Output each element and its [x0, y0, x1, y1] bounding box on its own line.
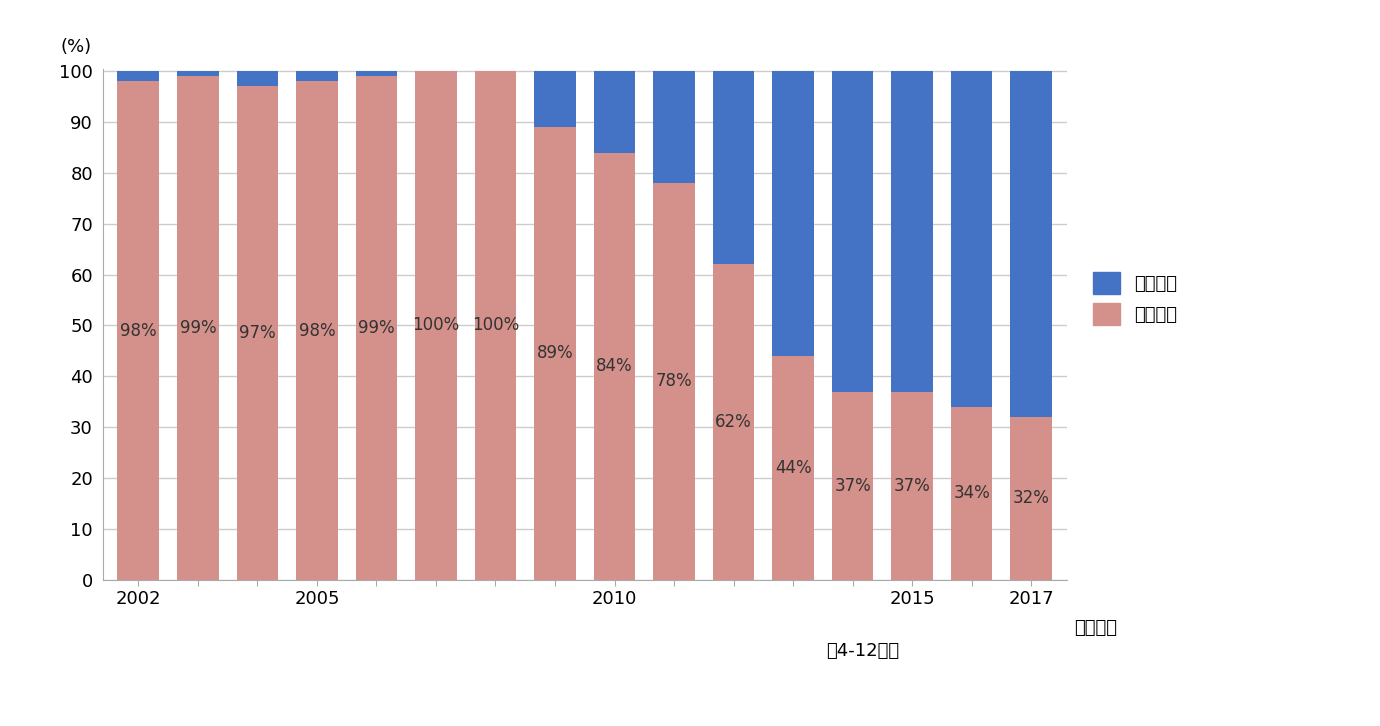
Text: 98%: 98% [298, 322, 335, 340]
Bar [832, 71, 874, 391]
Text: 32%: 32% [1013, 489, 1050, 507]
Text: 37%: 37% [894, 476, 930, 494]
Text: 44%: 44% [774, 459, 811, 477]
Bar [534, 71, 575, 127]
Bar [236, 86, 279, 579]
Bar [236, 71, 279, 86]
Bar [712, 264, 755, 579]
Bar [653, 71, 696, 183]
Text: （年度）: （年度） [1074, 619, 1116, 637]
Bar [593, 152, 635, 579]
Bar [415, 71, 457, 579]
Text: 99%: 99% [359, 319, 395, 337]
Bar [891, 71, 933, 391]
Bar [117, 71, 159, 81]
Bar [475, 71, 516, 579]
Bar [297, 81, 338, 579]
Bar [773, 356, 814, 579]
Text: 100%: 100% [413, 317, 460, 335]
Bar [1010, 417, 1052, 579]
Bar [712, 71, 755, 264]
Bar [951, 407, 992, 579]
Bar [177, 76, 218, 579]
Bar [773, 71, 814, 356]
Text: 78%: 78% [656, 372, 693, 391]
Bar [117, 81, 159, 579]
Bar [356, 71, 397, 76]
Text: 97%: 97% [239, 324, 276, 342]
Bar [653, 183, 696, 579]
Bar [534, 127, 575, 579]
Text: 84%: 84% [596, 357, 633, 375]
Text: 34%: 34% [954, 484, 989, 502]
Text: 100%: 100% [472, 317, 519, 335]
Text: 99%: 99% [179, 319, 217, 337]
Legend: 海外生産, 国内生産: 海外生産, 国内生産 [1086, 265, 1184, 333]
Text: 37%: 37% [835, 476, 871, 494]
Bar [951, 71, 992, 407]
Text: 89%: 89% [537, 344, 573, 362]
Bar [832, 391, 874, 579]
Text: 62%: 62% [715, 413, 752, 431]
Bar [593, 71, 635, 152]
Bar [1010, 71, 1052, 417]
Bar [177, 71, 218, 76]
Text: 98%: 98% [120, 322, 157, 340]
Text: （4-12月）: （4-12月） [825, 643, 898, 660]
Text: (%): (%) [61, 38, 92, 56]
Bar [297, 71, 338, 81]
Bar [891, 391, 933, 579]
Bar [356, 76, 397, 579]
